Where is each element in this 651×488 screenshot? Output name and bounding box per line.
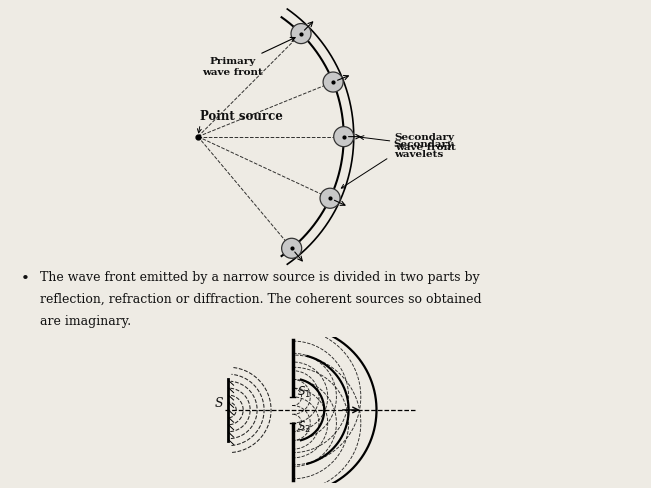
- Text: are imaginary.: are imaginary.: [40, 315, 131, 328]
- Text: Primary
wave front: Primary wave front: [202, 38, 295, 77]
- Text: Secondary
wave front: Secondary wave front: [395, 133, 456, 152]
- Text: reflection, refraction or diffraction. The coherent sources so obtained: reflection, refraction or diffraction. T…: [40, 293, 481, 306]
- Text: $S_1$: $S_1$: [297, 385, 311, 400]
- Text: Secondary
wavelets: Secondary wavelets: [394, 140, 454, 159]
- Text: •: •: [21, 272, 29, 286]
- Circle shape: [282, 238, 301, 258]
- Text: The wave front emitted by a narrow source is divided in two parts by: The wave front emitted by a narrow sourc…: [40, 271, 479, 285]
- Circle shape: [334, 126, 353, 147]
- Text: Point source: Point source: [201, 110, 283, 123]
- Circle shape: [291, 23, 311, 43]
- Text: S: S: [214, 397, 223, 410]
- Circle shape: [323, 72, 343, 92]
- Circle shape: [320, 188, 340, 208]
- Text: $S_2$: $S_2$: [297, 420, 311, 435]
